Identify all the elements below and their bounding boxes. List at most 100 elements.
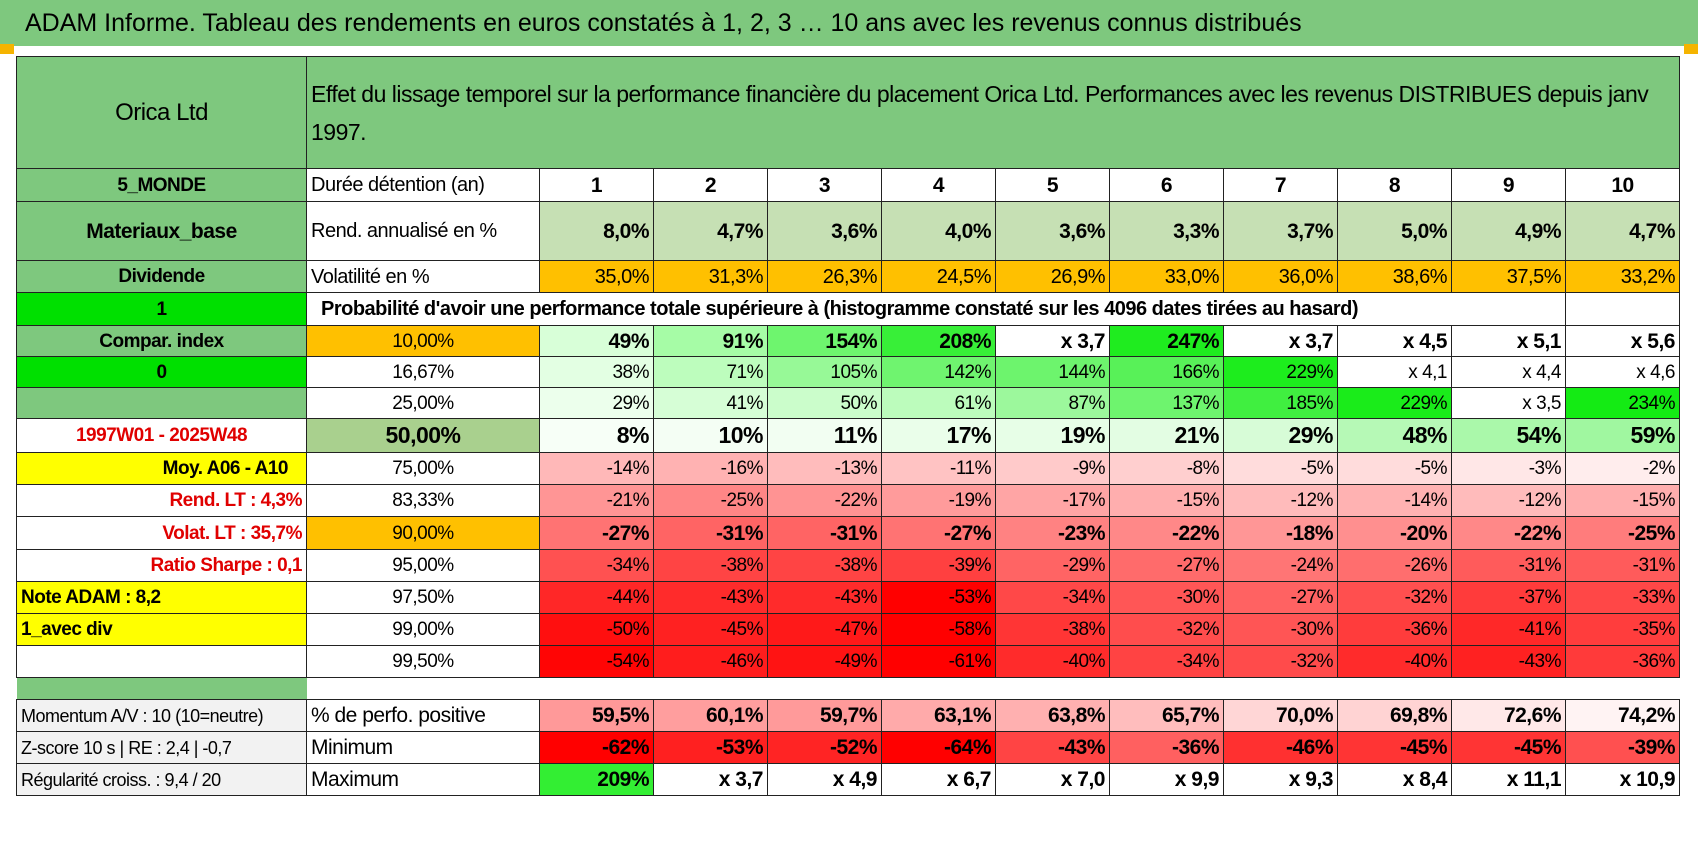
year-header: 6 <box>1109 168 1224 202</box>
probability-cell: 166% <box>1109 356 1224 388</box>
year-header: 5 <box>995 168 1110 202</box>
probability-cell: x 4,1 <box>1337 356 1452 388</box>
probability-cell: 229% <box>1223 356 1338 388</box>
minimum-cell: -43% <box>995 731 1110 764</box>
year-header: 1 <box>539 168 654 202</box>
maximum-cell: x 9,3 <box>1223 763 1338 796</box>
probability-cell: -32% <box>1223 645 1338 678</box>
year-header: 7 <box>1223 168 1338 202</box>
probability-cell: 71% <box>653 356 768 388</box>
probability-level: 83,33% <box>306 484 540 517</box>
probability-cell: -31% <box>767 516 882 550</box>
probability-cell: -3% <box>1451 452 1566 485</box>
probability-cell: 29% <box>1223 418 1338 453</box>
probability-cell: -15% <box>1565 484 1680 517</box>
type-label: Dividende <box>16 260 307 293</box>
probability-cell: -27% <box>539 516 654 550</box>
probability-cell: 10% <box>653 418 768 453</box>
volatility-cell: 36,0% <box>1223 260 1338 293</box>
probability-level: 99,00% <box>306 613 540 646</box>
probability-cell: -25% <box>1565 516 1680 550</box>
probability-cell: -44% <box>539 581 654 614</box>
duration-label: Durée détention (an) <box>306 168 540 202</box>
positive-cell: 63,8% <box>995 699 1110 732</box>
probability-cell: -29% <box>995 549 1110 582</box>
probability-cell: 49% <box>539 325 654 357</box>
positive-cell: 59,7% <box>767 699 882 732</box>
volatility-cell: 24,5% <box>881 260 996 293</box>
probability-cell: -24% <box>1223 549 1338 582</box>
probability-cell: -14% <box>539 452 654 485</box>
probability-cell: 54% <box>1451 418 1566 453</box>
maximum-cell: x 11,1 <box>1451 763 1566 796</box>
probability-cell: 8% <box>539 418 654 453</box>
rend-cell: 4,7% <box>1565 201 1680 261</box>
probability-cell: -22% <box>1451 516 1566 550</box>
rend-cell: 4,7% <box>653 201 768 261</box>
compar-index-label: Compar. index <box>16 325 307 357</box>
probability-cell: -22% <box>767 484 882 517</box>
probability-cell: -9% <box>995 452 1110 485</box>
probability-cell: -34% <box>539 549 654 582</box>
minimum-label: Minimum <box>306 731 540 764</box>
minimum-cell: -62% <box>539 731 654 764</box>
rend-cell: 4,0% <box>881 201 996 261</box>
corner-marker-left <box>0 44 14 54</box>
volatility-cell: 33,0% <box>1109 260 1224 293</box>
probability-cell: -53% <box>881 581 996 614</box>
maximum-cell: x 7,0 <box>995 763 1110 796</box>
probability-cell: 87% <box>995 387 1110 419</box>
probability-cell: -36% <box>1565 645 1680 678</box>
probability-cell: -16% <box>653 452 768 485</box>
probability-cell: 142% <box>881 356 996 388</box>
probability-cell: -38% <box>995 613 1110 646</box>
probability-cell: -38% <box>653 549 768 582</box>
rend-cell: 5,0% <box>1337 201 1452 261</box>
volat-lt-label: Volat. LT : 35,7% <box>16 516 307 550</box>
positive-cell: 63,1% <box>881 699 996 732</box>
positive-cell: 65,7% <box>1109 699 1224 732</box>
volatility-cell: 26,3% <box>767 260 882 293</box>
separator-green <box>16 677 307 700</box>
probability-cell: -18% <box>1223 516 1338 550</box>
probability-cell: 17% <box>881 418 996 453</box>
probability-cell: -5% <box>1337 452 1452 485</box>
probability-cell: -58% <box>881 613 996 646</box>
probability-cell: 41% <box>653 387 768 419</box>
rend-cell: 3,6% <box>767 201 882 261</box>
probability-cell: x 4,4 <box>1451 356 1566 388</box>
moy-label: Moy. A06 - A10 <box>16 452 307 485</box>
probability-cell: -32% <box>1337 581 1452 614</box>
probability-cell: 19% <box>995 418 1110 453</box>
probability-cell: -45% <box>653 613 768 646</box>
year-header: 10 <box>1565 168 1680 202</box>
rend-label: Rend. annualisé en % <box>306 201 540 261</box>
probability-cell: 105% <box>767 356 882 388</box>
year-header: 2 <box>653 168 768 202</box>
volatility-cell: 35,0% <box>539 260 654 293</box>
minimum-cell: -53% <box>653 731 768 764</box>
probability-cell: 144% <box>995 356 1110 388</box>
probability-cell: 11% <box>767 418 882 453</box>
probability-title: Probabilité d'avoir une performance tota… <box>306 292 1566 326</box>
minimum-cell: -46% <box>1223 731 1338 764</box>
probability-cell: -40% <box>995 645 1110 678</box>
probability-cell: -22% <box>1109 516 1224 550</box>
probability-cell: 21% <box>1109 418 1224 453</box>
volatility-cell: 37,5% <box>1451 260 1566 293</box>
probability-cell: 48% <box>1337 418 1452 453</box>
probability-cell: -33% <box>1565 581 1680 614</box>
rend-cell: 4,9% <box>1451 201 1566 261</box>
rend-lt-label: Rend. LT : 4,3% <box>16 484 307 517</box>
maximum-cell: x 8,4 <box>1337 763 1452 796</box>
period-label: 1997W01 - 2025W48 <box>16 418 307 453</box>
probability-cell: -30% <box>1223 613 1338 646</box>
probability-cell: -36% <box>1337 613 1452 646</box>
probability-cell: 29% <box>539 387 654 419</box>
flag-one-cell[interactable]: 1 <box>16 292 307 326</box>
probability-cell: x 5,1 <box>1451 325 1566 357</box>
flag-zero-cell[interactable]: 0 <box>16 356 307 388</box>
probability-cell: -2% <box>1565 452 1680 485</box>
probability-cell: -38% <box>767 549 882 582</box>
year-header: 8 <box>1337 168 1452 202</box>
